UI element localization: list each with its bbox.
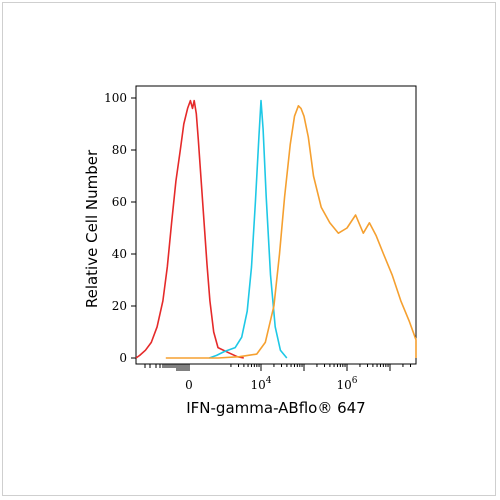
y-axis-label: Relative Cell Number [83, 149, 101, 308]
x-tick-label: 106 [336, 376, 357, 392]
x-tick-label: 0 [185, 378, 193, 392]
histogram-series-1 [135, 99, 244, 359]
x-tick-label: 104 [250, 376, 271, 392]
y-tick-label: 100 [104, 91, 127, 105]
y-tick-label: 0 [119, 351, 127, 365]
y-tick-label: 60 [112, 195, 127, 209]
x-axis-label: IFN-gamma-ABflo® 647 [186, 399, 365, 417]
y-tick-label: 80 [112, 143, 127, 157]
histogram-series-3 [165, 105, 417, 359]
y-tick-label: 20 [112, 299, 127, 313]
figure-frame [2, 2, 496, 496]
histogram-series-2 [209, 99, 288, 359]
plot-area-border [135, 85, 417, 365]
y-tick-label: 40 [112, 247, 127, 261]
